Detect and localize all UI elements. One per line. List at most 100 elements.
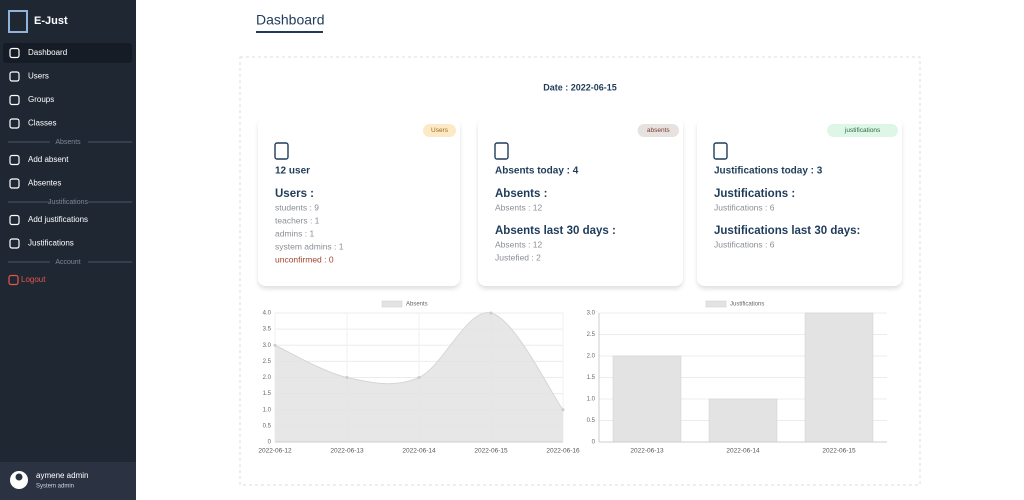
nav-item[interactable]: Users <box>28 72 49 81</box>
y-tick-label: 2.0 <box>587 354 596 360</box>
legend-label: Absents <box>406 302 428 308</box>
nav-item[interactable]: Justifications <box>28 239 74 248</box>
y-tick-label: 0 <box>268 440 272 446</box>
point <box>273 343 277 347</box>
card-icon <box>713 142 728 160</box>
nav-icon <box>9 94 20 106</box>
legend-swatch <box>381 300 403 308</box>
avatar-head <box>15 473 23 481</box>
card-icon <box>274 142 289 160</box>
card-headline: Absents today : 4 <box>495 166 579 177</box>
nav-icon <box>9 118 20 129</box>
nav-item[interactable]: Add justifications <box>28 215 88 224</box>
stat-line: Justefied : 2 <box>495 252 541 262</box>
y-tick-label: 0.5 <box>263 423 272 429</box>
y-tick-label: 2.5 <box>263 359 272 365</box>
section-title: Users : <box>275 188 314 200</box>
sidebar <box>0 0 136 500</box>
section-heading: Account <box>55 259 80 266</box>
stat-line: system admins : 1 <box>275 241 344 251</box>
nav-item[interactable]: Groups <box>28 95 54 104</box>
y-tick-label: 3.5 <box>263 327 272 333</box>
x-tick-label: 2022-06-14 <box>726 448 760 455</box>
stat-line: students : 9 <box>275 202 319 212</box>
card-headline: 12 user <box>275 166 310 177</box>
stat-line: teachers : 1 <box>275 215 320 225</box>
x-tick-label: 2022-06-14 <box>402 448 436 455</box>
card <box>478 118 683 286</box>
point <box>345 376 349 379</box>
line <box>274 312 564 411</box>
x-tick-label: 2022-06-16 <box>546 448 580 455</box>
nav-icon <box>9 214 20 226</box>
y-tick-label: 1.0 <box>587 397 596 403</box>
badge-label: Users <box>431 127 449 134</box>
badge <box>423 124 456 137</box>
stat-line: Justifications : 6 <box>714 239 775 249</box>
section-title: Justifications : <box>714 188 795 200</box>
x-tick-label: 2022-06-15 <box>822 448 856 455</box>
page-title: Dashboard <box>256 12 325 28</box>
y-tick-label: 1.5 <box>587 375 596 381</box>
x-tick-label: 2022-06-13 <box>330 448 364 455</box>
y-tick-label: 2.0 <box>263 375 272 381</box>
brand-logo <box>8 10 28 33</box>
stat-line: Absents : 12 <box>495 239 543 249</box>
stat-line: unconfirmed : 0 <box>275 254 334 264</box>
nav-icon <box>8 274 19 286</box>
nav-icon <box>9 154 20 166</box>
badge <box>637 124 679 137</box>
bar <box>612 355 682 443</box>
user-role: System admin <box>36 484 74 490</box>
bar <box>804 312 874 443</box>
stat-line: Absents : 12 <box>495 202 543 212</box>
nav-item[interactable]: Add absent <box>28 155 69 164</box>
content-frame <box>239 56 921 486</box>
card <box>258 118 460 286</box>
y-tick-label: 1.0 <box>263 407 272 413</box>
card-headline: Justifications today : 3 <box>714 166 823 177</box>
y-tick-label: 0 <box>592 440 596 446</box>
section-title: Absents : <box>495 188 547 200</box>
nav-icon <box>9 71 20 82</box>
legend-label: Justifications <box>730 302 764 308</box>
section-title: Justifications last 30 days: <box>714 225 860 237</box>
y-tick-label: 2.5 <box>587 332 596 338</box>
y-tick-label: 3.0 <box>587 311 596 317</box>
bar <box>708 398 778 443</box>
brand: E-Just <box>34 15 68 27</box>
point <box>489 311 493 315</box>
nav-icon <box>9 238 20 249</box>
nav-icon <box>9 178 20 189</box>
y-tick-label: 1.5 <box>263 391 272 397</box>
nav-icon <box>9 47 20 59</box>
nav-item[interactable]: Absentes <box>28 179 61 188</box>
stat-line: admins : 1 <box>275 228 314 238</box>
y-tick-label: 4.0 <box>263 311 272 317</box>
badge-label: absents <box>647 127 671 134</box>
x-tick-label: 2022-06-13 <box>630 448 664 455</box>
y-tick-label: 3.0 <box>263 343 272 349</box>
badge <box>827 124 898 137</box>
section-heading: Absents <box>55 139 81 146</box>
point <box>561 408 565 412</box>
section-title: Absents last 30 days : <box>495 225 616 237</box>
area <box>275 312 563 442</box>
nav-active <box>3 43 132 63</box>
x-tick-label: 2022-06-12 <box>258 448 292 455</box>
badge-label: justifications <box>844 127 881 134</box>
date: Date : 2022-06-15 <box>543 82 617 92</box>
stat-line: Justifications : 6 <box>714 202 775 212</box>
card-icon <box>494 142 509 160</box>
nav-item[interactable]: Logout <box>21 275 46 284</box>
nav-item[interactable]: Dashboard <box>28 48 67 57</box>
legend-swatch <box>705 300 727 308</box>
x-tick-label: 2022-06-15 <box>474 448 508 455</box>
point <box>417 376 421 379</box>
y-tick-label: 0.5 <box>587 418 596 424</box>
user-name: aymene admin <box>36 471 88 480</box>
nav-item[interactable]: Classes <box>28 119 56 128</box>
section-heading: Justifications <box>48 199 89 206</box>
